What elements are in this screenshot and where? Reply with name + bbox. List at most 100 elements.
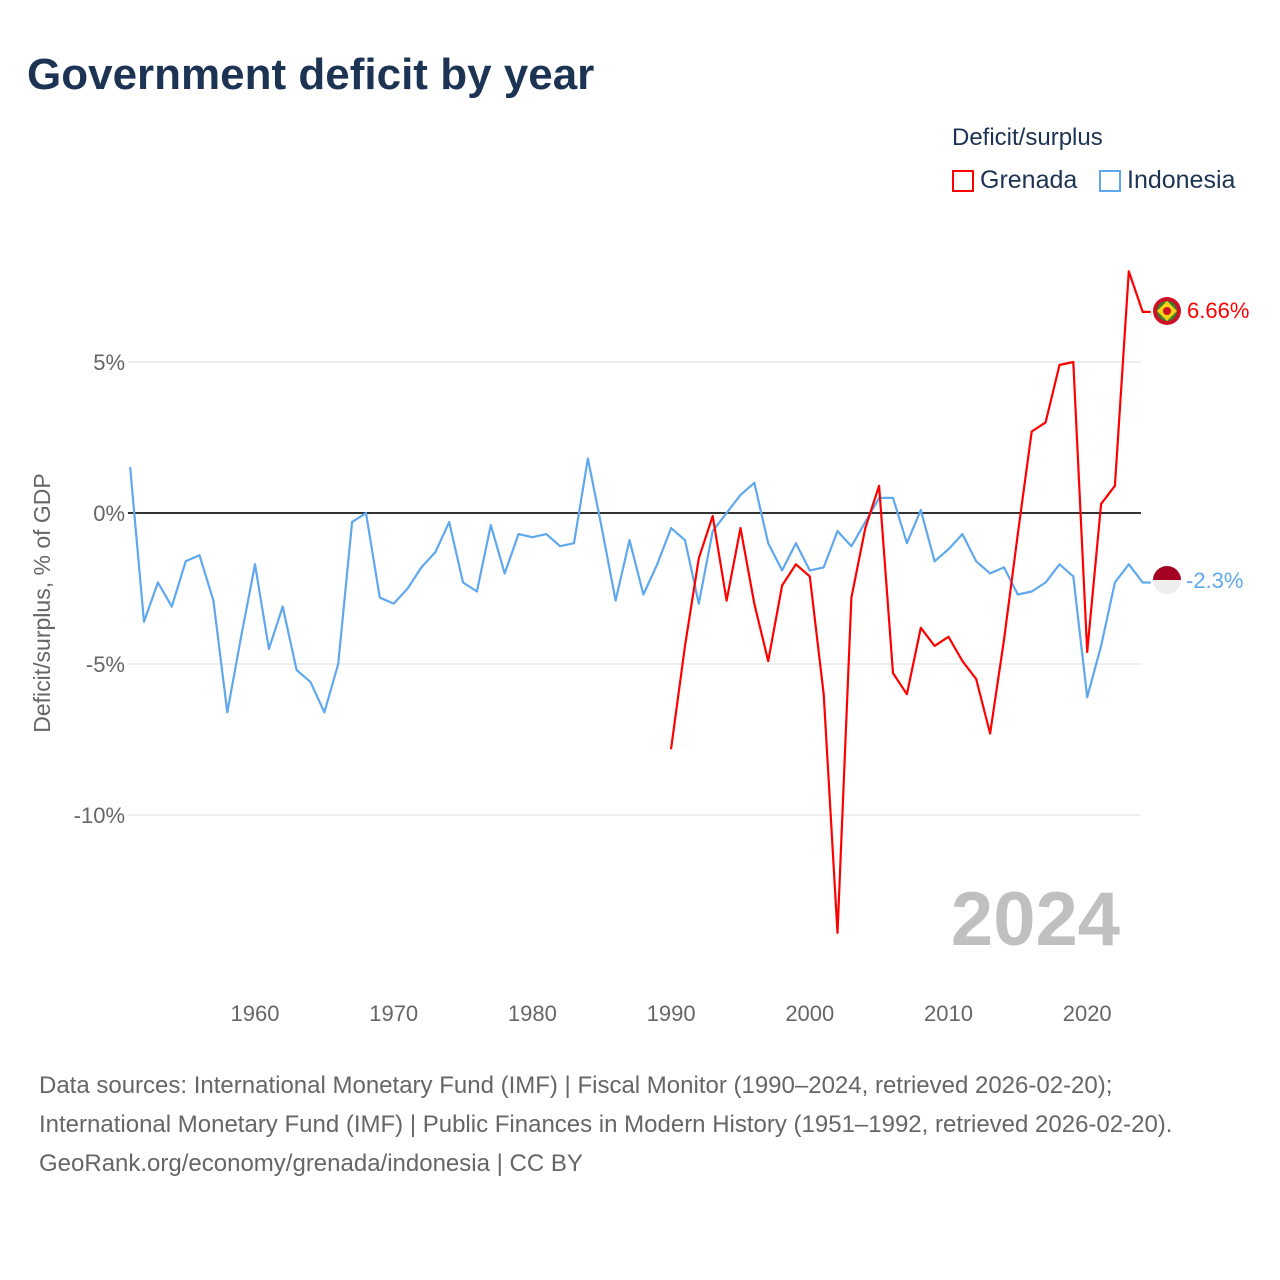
data-point-grenada-2010 (947, 635, 950, 638)
data-point-grenada-2014 (1002, 638, 1005, 641)
data-point-indonesia-2002 (836, 530, 839, 533)
data-point-indonesia-1968 (364, 512, 367, 514)
data-point-grenada-2022 (1113, 484, 1116, 487)
data-point-grenada-2006 (892, 672, 895, 675)
data-point-indonesia-1974 (448, 521, 451, 524)
data-point-indonesia-1978 (503, 572, 506, 575)
data-point-indonesia-1979 (517, 533, 520, 536)
data-point-indonesia-2011 (961, 533, 964, 536)
data-point-indonesia-1981 (545, 533, 548, 536)
data-point-indonesia-1989 (656, 563, 659, 566)
data-point-indonesia-2016 (1030, 590, 1033, 593)
series-line-grenada (670, 270, 1151, 934)
data-point-indonesia-1982 (559, 545, 562, 548)
series-line-indonesia (129, 457, 1151, 714)
data-point-indonesia-2020 (1086, 696, 1089, 699)
legend-item-grenada[interactable]: Grenada (952, 166, 1077, 195)
data-point-indonesia-1999 (794, 542, 797, 545)
data-point-grenada-1992 (697, 557, 700, 560)
data-point-indonesia-1986 (614, 599, 617, 602)
data-point-indonesia-1972 (420, 566, 423, 569)
data-point-indonesia-1991 (683, 539, 686, 542)
grenada-end-label: 6.66% (1187, 298, 1249, 323)
data-point-indonesia-1996 (753, 481, 756, 484)
x-tick-label: 1960 (231, 1001, 280, 1026)
data-sources: Data sources: International Monetary Fun… (39, 1072, 1173, 1138)
data-point-indonesia-1973 (434, 551, 437, 554)
y-tick-label: 0% (93, 501, 125, 526)
data-point-indonesia-1963 (295, 669, 298, 672)
legend-item-indonesia[interactable]: Indonesia (1099, 166, 1235, 195)
y-tick-label: 5% (93, 350, 125, 375)
data-point-indonesia-1970 (392, 602, 395, 605)
data-point-grenada-2002 (836, 931, 839, 934)
data-point-grenada-2001 (822, 693, 825, 696)
data-point-indonesia-1969 (378, 596, 381, 599)
data-point-grenada-2018 (1058, 364, 1061, 367)
data-point-indonesia-2018 (1058, 563, 1061, 566)
data-point-indonesia-1976 (475, 590, 478, 593)
data-point-grenada-1993 (711, 515, 714, 518)
data-point-indonesia-1952 (143, 620, 146, 623)
x-tick-label: 2000 (785, 1001, 834, 1026)
data-point-indonesia-1961 (267, 647, 270, 650)
data-point-indonesia-1983 (573, 542, 576, 545)
data-point-indonesia-2000 (808, 569, 811, 572)
data-point-indonesia-2007 (905, 542, 908, 545)
data-point-indonesia-1964 (309, 681, 312, 684)
data-point-grenada-2008 (919, 626, 922, 629)
data-point-indonesia-1962 (281, 605, 284, 608)
data-point-indonesia-2004 (864, 521, 867, 524)
data-point-indonesia-1995 (739, 493, 742, 496)
data-point-indonesia-1957 (212, 599, 215, 602)
data-point-indonesia-1993 (711, 530, 714, 533)
data-point-grenada-2024 (1141, 310, 1144, 313)
data-point-indonesia-1977 (489, 524, 492, 527)
chart-title: Government deficit by year (27, 50, 595, 99)
data-point-grenada-1999 (794, 563, 797, 566)
data-point-indonesia-1990 (670, 527, 673, 530)
x-tick-label: 2010 (924, 1001, 973, 1026)
legend-swatch (1099, 169, 1121, 192)
data-point-indonesia-1984 (586, 457, 589, 460)
data-point-indonesia-2008 (919, 508, 922, 511)
data-point-indonesia-1958 (226, 711, 229, 714)
data-point-indonesia-1975 (462, 581, 465, 584)
data-point-grenada-2005 (878, 484, 881, 487)
data-point-indonesia-2024 (1141, 581, 1144, 584)
data-point-indonesia-1971 (406, 587, 409, 590)
data-point-grenada-2009 (933, 644, 936, 647)
data-point-grenada-1997 (767, 659, 770, 662)
data-point-grenada-1994 (725, 599, 728, 602)
data-point-indonesia-2017 (1044, 581, 1047, 584)
data-point-indonesia-1988 (642, 593, 645, 596)
data-point-grenada-1998 (781, 584, 784, 587)
data-point-indonesia-2009 (933, 560, 936, 563)
data-point-indonesia-1966 (337, 663, 340, 665)
data-point-grenada-2011 (961, 659, 964, 662)
data-point-grenada-2013 (989, 732, 992, 735)
data-point-indonesia-1965 (323, 711, 326, 714)
x-tick-label: 1970 (369, 1001, 418, 1026)
data-point-indonesia-2019 (1072, 575, 1075, 578)
data-point-indonesia-2013 (989, 572, 992, 575)
year-watermark: 2024 (951, 877, 1120, 962)
data-point-grenada-2004 (864, 527, 867, 530)
data-point-indonesia-2021 (1100, 644, 1103, 647)
data-point-grenada-2017 (1044, 421, 1047, 424)
x-tick-label: 1980 (508, 1001, 557, 1026)
data-point-grenada-2000 (808, 575, 811, 578)
data-point-indonesia-1959 (240, 635, 243, 638)
indonesia-flag-icon (1153, 566, 1181, 594)
data-point-grenada-1996 (753, 602, 756, 605)
legend-label: Grenada (980, 166, 1078, 194)
indonesia-end-label: -2.3% (1186, 568, 1243, 593)
legend-label: Indonesia (1127, 166, 1236, 194)
data-point-indonesia-2015 (1016, 593, 1019, 596)
data-point-indonesia-2022 (1113, 581, 1116, 584)
x-tick-label: 1990 (647, 1001, 696, 1026)
y-tick-label: -10% (74, 803, 125, 828)
data-point-indonesia-1955 (184, 560, 187, 563)
source-link[interactable]: GeoRank.org/economy/grenada/indonesia | … (39, 1150, 583, 1177)
data-point-grenada-2007 (905, 693, 908, 696)
